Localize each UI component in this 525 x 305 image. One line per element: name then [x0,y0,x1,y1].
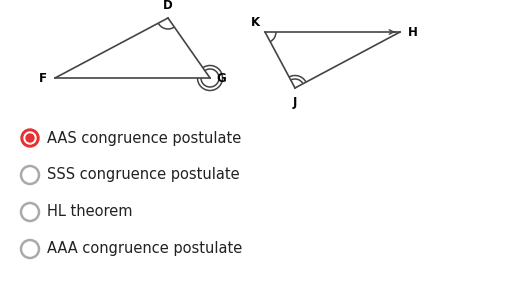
Circle shape [21,129,39,147]
Text: G: G [216,71,226,84]
Text: H: H [408,26,418,38]
Text: SSS congruence postulate: SSS congruence postulate [47,167,239,182]
Text: AAA congruence postulate: AAA congruence postulate [47,242,242,257]
Circle shape [24,132,36,144]
Text: K: K [251,16,260,29]
Circle shape [26,134,34,142]
Text: J: J [293,96,297,109]
Text: HL theorem: HL theorem [47,204,132,220]
Text: D: D [163,0,173,12]
Text: F: F [39,71,47,84]
Text: AAS congruence postulate: AAS congruence postulate [47,131,242,145]
